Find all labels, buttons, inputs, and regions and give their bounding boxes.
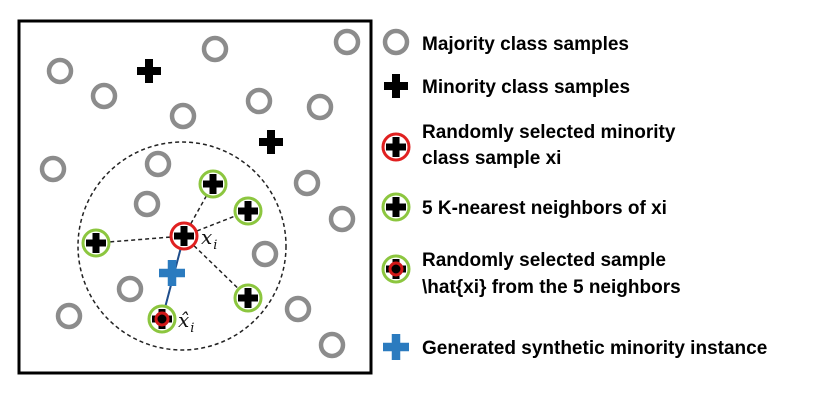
neighbor-icon [198, 169, 228, 199]
majority-sample-icon [201, 35, 229, 63]
majority-sample-icon [144, 150, 172, 178]
majority-sample-icon [293, 169, 321, 197]
red-ring-plus-icon [381, 132, 411, 162]
plot-frame [17, 19, 373, 375]
majority-sample-icon [245, 87, 273, 115]
legend-label: 5 K-nearest neighbors of xi [422, 198, 667, 219]
legend-label: Randomly selected sample [422, 250, 666, 271]
majority-sample-icon [133, 190, 161, 218]
legend-label: Majority class samples [422, 34, 629, 55]
neighbor-icon [81, 228, 111, 258]
majority-sample-icon [39, 155, 67, 183]
majority-sample-icon [318, 331, 346, 359]
legend-item-neighbor: 5 K-nearest neighbors of xi [381, 192, 667, 222]
neighbor-icon [233, 283, 263, 313]
majority-sample-icon [46, 57, 74, 85]
majority-sample-icon [251, 240, 279, 268]
legend-item-synthetic: Generated synthetic minority instance [383, 334, 767, 360]
majority-sample-icon [90, 82, 118, 110]
xi-label: xi [201, 225, 217, 253]
selected-minority-icon [169, 221, 199, 251]
neighborhood-circle [77, 141, 287, 351]
legend: Majority class samples Minority class sam… [381, 28, 767, 360]
minority-sample-icon [137, 59, 161, 83]
legend-item-majority: Majority class samples [382, 28, 629, 56]
majority-sample-icon [116, 275, 144, 303]
majority-sample-icon [328, 205, 356, 233]
neighbor-link [95, 235, 185, 244]
green-ring-plus-icon [381, 192, 411, 222]
minority-sample-icon [259, 130, 283, 154]
majority-sample-icon [306, 93, 334, 121]
black-plus-icon [384, 74, 408, 98]
xhat-label: x̂i [178, 308, 194, 336]
green-ring-red-plus-icon [381, 254, 411, 284]
legend-item-minority: Minority class samples [384, 74, 630, 98]
chosen-neighbor-icon [147, 304, 177, 334]
neighbor-link [183, 235, 249, 299]
plot-labels: xi x̂i [178, 225, 217, 336]
legend-item-chosen: Randomly selected sample \hat{xi} from th… [381, 250, 681, 298]
legend-label: \hat{xi} from the 5 neighbors [422, 277, 681, 298]
legend-label: Minority class samples [422, 77, 630, 98]
sample-space [17, 19, 373, 375]
majority-sample-icon [169, 102, 197, 130]
synthetic-sample-icon [159, 260, 185, 286]
blue-plus-icon [383, 334, 409, 360]
legend-label: Randomly selected minority [422, 122, 676, 143]
legend-item-selected: Randomly selected minority class sample x… [381, 122, 676, 169]
gray-ring-icon [382, 28, 410, 56]
legend-label: Generated synthetic minority instance [422, 338, 767, 359]
legend-label: class sample xi [422, 148, 561, 169]
majority-sample-icon [55, 302, 83, 330]
majority-sample-icon [333, 28, 361, 56]
majority-sample-icon [284, 295, 312, 323]
neighbor-icon [233, 196, 263, 226]
